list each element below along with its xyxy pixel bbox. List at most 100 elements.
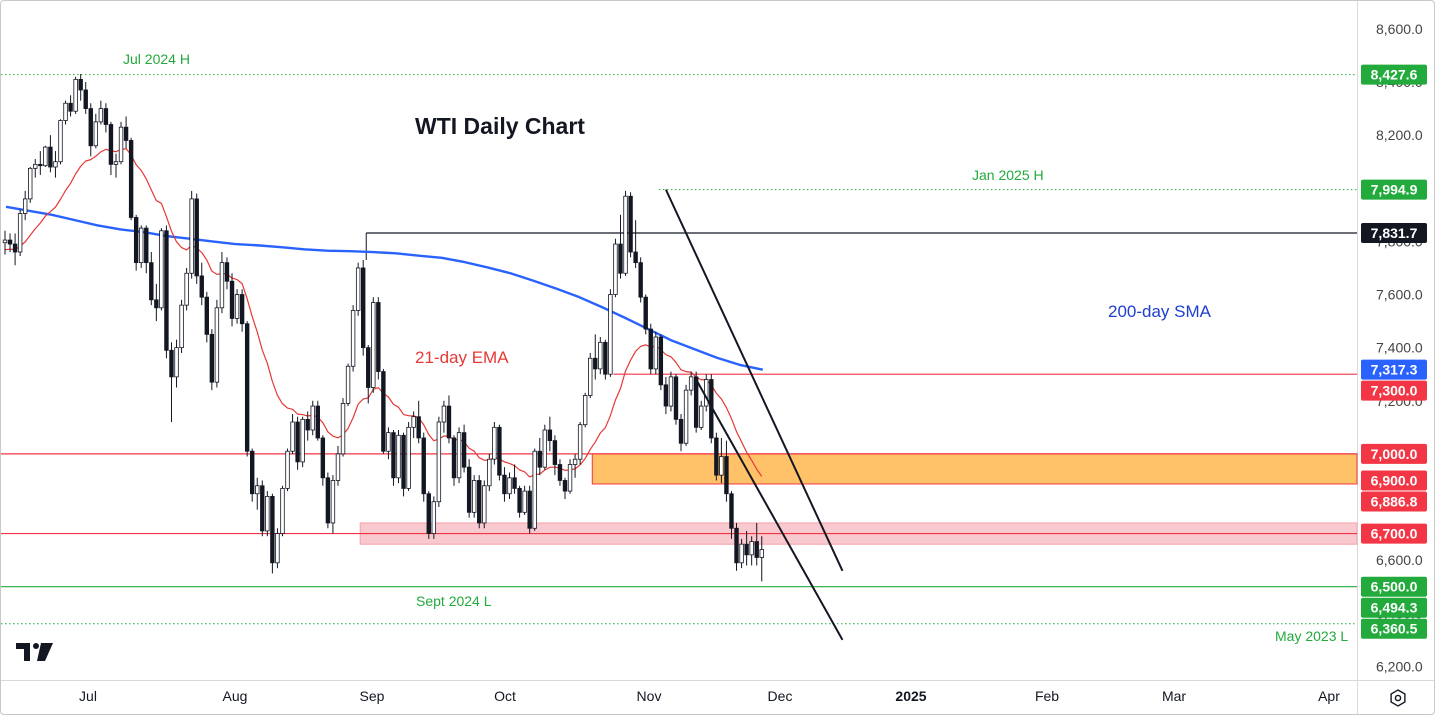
candle-143 <box>724 440 729 502</box>
candle-48 <box>244 321 250 457</box>
candle-body-1 <box>7 239 13 245</box>
candle-body-149 <box>754 541 759 558</box>
candle-0 <box>2 230 8 255</box>
candle-body-15 <box>78 78 83 91</box>
candle-9 <box>48 135 53 173</box>
candle-body-127 <box>643 296 648 330</box>
candle-123 <box>623 190 628 276</box>
candle-body-111 <box>562 480 568 492</box>
price-tag-text-6-500-0: 6,500.0 <box>1371 579 1418 595</box>
candle-body-66 <box>335 453 341 481</box>
candle-66 <box>335 445 341 486</box>
candle-131 <box>663 376 669 415</box>
price-tag-text-6-700-0: 6,700.0 <box>1371 526 1418 542</box>
candle-75 <box>381 368 386 454</box>
candle-113 <box>572 453 578 478</box>
price-tag-bg-7-000-0 <box>1361 443 1427 464</box>
candle-body-31 <box>159 230 164 309</box>
candle-body-93 <box>471 480 477 513</box>
candle-body-129 <box>653 336 659 370</box>
annotation-may-2023-low: May 2023 L <box>1275 628 1348 644</box>
candle-112 <box>567 459 573 494</box>
candle-65 <box>330 475 336 534</box>
candle-97 <box>492 422 497 465</box>
x-tick-2025: 2025 <box>895 688 926 704</box>
settings-gear-icon[interactable] <box>1385 685 1411 711</box>
candle-body-142 <box>719 456 724 476</box>
price-tag-text-7-994-9: 7,994.9 <box>1371 182 1418 198</box>
price-tag-bg-7-317-3 <box>1361 359 1427 380</box>
candle-body-54 <box>275 533 280 564</box>
candle-20 <box>103 103 109 133</box>
candle-15 <box>78 74 83 101</box>
candle-25 <box>128 137 134 221</box>
candle-102 <box>517 485 522 518</box>
candle-body-14 <box>73 78 78 112</box>
candle-body-18 <box>93 121 99 147</box>
candle-136 <box>688 371 694 396</box>
x-tick-aug: Aug <box>223 688 248 704</box>
candle-body-10 <box>53 161 58 168</box>
candle-8 <box>43 145 48 168</box>
candle-body-101 <box>512 477 517 489</box>
candle-5 <box>28 167 33 203</box>
y-tick-8-200-0: 8,200.0 <box>1376 127 1423 143</box>
candle-body-120 <box>608 294 613 375</box>
candle-body-97 <box>492 426 497 460</box>
price-tag-bg-6-900-0 <box>1361 470 1427 491</box>
candle-body-123 <box>623 195 628 274</box>
candle-87 <box>441 400 447 433</box>
candle-body-68 <box>345 365 351 404</box>
candle-126 <box>638 257 643 303</box>
candle-body-9 <box>48 146 53 168</box>
candle-body-8 <box>43 146 48 167</box>
price-axis-ticks: 6,200.06,400.06,600.07,000.07,200.07,400… <box>1376 21 1423 675</box>
candle-body-80 <box>406 426 411 489</box>
chart-title: WTI Daily Chart <box>415 113 585 139</box>
candle-109 <box>552 435 558 476</box>
candle-67 <box>340 398 346 457</box>
candle-body-49 <box>250 450 255 495</box>
candle-23 <box>118 121 124 165</box>
candle-73 <box>371 297 376 393</box>
candle-108 <box>547 416 553 452</box>
candle-body-48 <box>244 323 250 452</box>
candle-1 <box>7 233 13 253</box>
candle-body-16 <box>83 89 88 109</box>
candle-body-135 <box>683 389 689 444</box>
price-tag-6-886-8: 6,886.8 <box>1361 491 1427 512</box>
candle-body-5 <box>28 167 33 200</box>
price-tag-text-6-494-3: 6,494.3 <box>1371 600 1418 616</box>
candle-32 <box>164 225 169 359</box>
candle-body-108 <box>547 429 553 442</box>
candle-body-70 <box>355 267 361 311</box>
candle-53 <box>270 493 275 574</box>
candle-body-128 <box>648 328 653 370</box>
candle-body-75 <box>381 371 386 452</box>
candle-body-37 <box>189 198 194 274</box>
candle-34 <box>174 339 179 388</box>
candle-body-63 <box>320 437 326 479</box>
horizontal-levels <box>1 74 1357 625</box>
candle-82 <box>416 400 421 444</box>
candle-127 <box>643 294 648 335</box>
candle-141 <box>714 432 719 481</box>
candle-107 <box>542 424 548 470</box>
candle-body-104 <box>527 490 532 529</box>
candle-body-11 <box>58 120 63 163</box>
candle-body-98 <box>497 426 502 476</box>
candle-21 <box>108 121 114 175</box>
candle-body-131 <box>663 384 669 407</box>
candle-30 <box>154 283 159 322</box>
candle-body-72 <box>366 347 371 388</box>
candle-98 <box>497 424 502 481</box>
candle-body-65 <box>330 480 336 524</box>
candle-90 <box>456 427 462 484</box>
candle-81 <box>411 411 416 438</box>
candle-104 <box>527 485 532 534</box>
candle-body-136 <box>688 376 694 391</box>
candle-61 <box>310 400 315 436</box>
candle-body-82 <box>416 416 421 439</box>
tradingview-logo-icon[interactable] <box>15 640 55 664</box>
